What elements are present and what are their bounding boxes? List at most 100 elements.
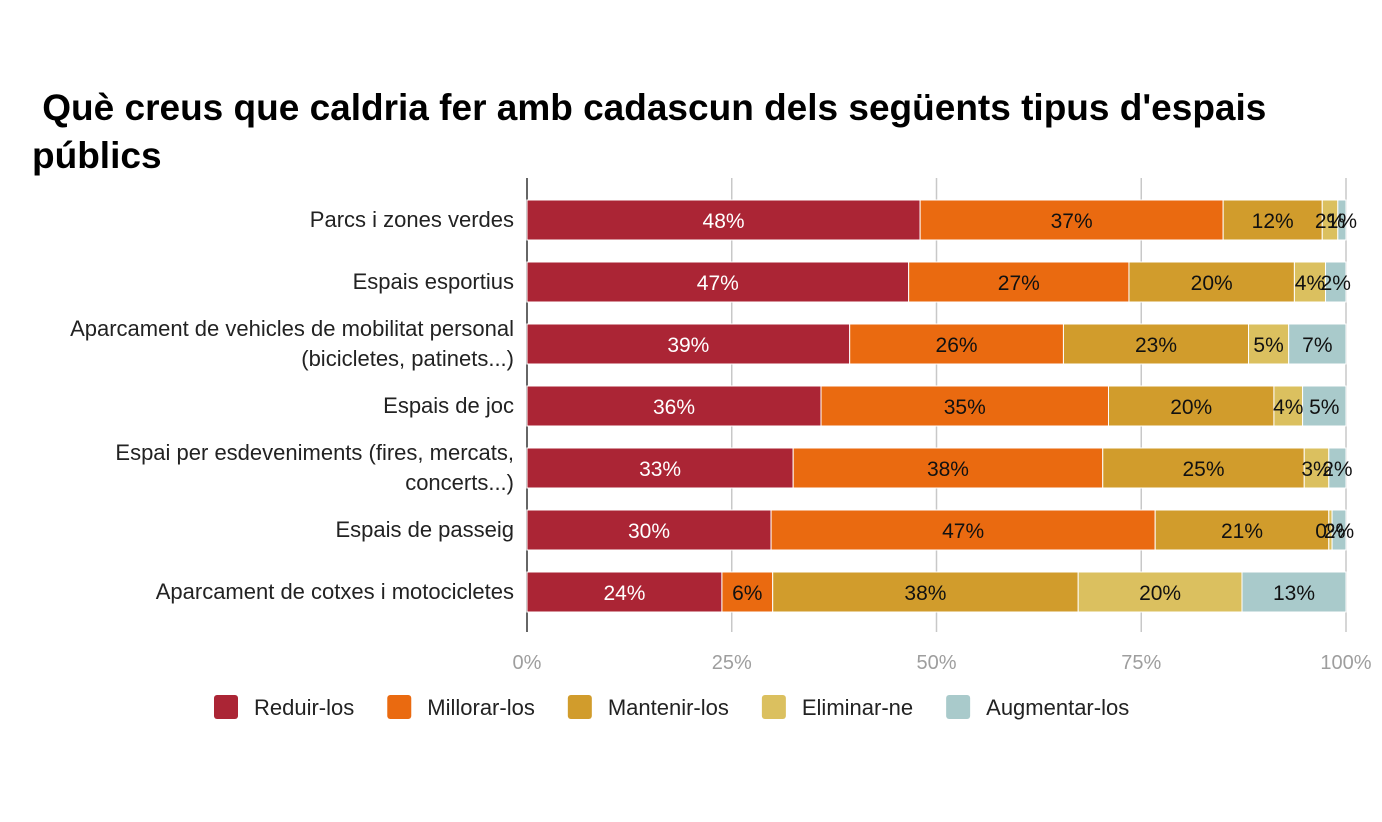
bar-segment: [1128, 261, 1295, 303]
bar-segment: [1241, 571, 1347, 613]
x-tick-label: 0%: [513, 652, 542, 674]
legend-label: Millorar-los: [427, 695, 535, 720]
data-label: 36%: [653, 396, 695, 419]
x-tick-label: 100%: [1320, 652, 1371, 674]
category-labels: Parcs i zones verdes Espais esportius Apar…: [70, 207, 514, 604]
legend-item: Millorar-los: [387, 695, 535, 720]
bar-segment: [526, 447, 794, 489]
data-label: 47%: [942, 520, 984, 543]
data-label: 21%: [1221, 520, 1263, 543]
legend-label: Augmentar-los: [986, 695, 1129, 720]
bar-segment: [1331, 509, 1347, 551]
bar-segment: [1222, 199, 1323, 241]
bar-segment: [721, 571, 774, 613]
legend-label: Mantenir-los: [608, 695, 729, 720]
bar-segment: [1337, 199, 1347, 241]
data-label: 24%: [603, 582, 645, 605]
data-label: 35%: [944, 396, 986, 419]
data-label: 1%: [1327, 210, 1357, 233]
data-label: 48%: [703, 210, 745, 233]
data-label: 6%: [732, 582, 762, 605]
x-axis-ticks: 0% 25% 50% 75% 100%: [513, 652, 1372, 674]
x-tick-label: 50%: [916, 652, 956, 674]
x-tick-label: 25%: [712, 652, 752, 674]
legend-label: Reduir-los: [254, 695, 354, 720]
bar-segment: [1325, 261, 1347, 303]
category-label: Aparcament de cotxes i motocicletes: [156, 579, 514, 604]
data-label: 2%: [1315, 210, 1345, 233]
legend-swatch: [214, 695, 238, 719]
bar-segment: [1062, 323, 1250, 365]
data-label: 4%: [1273, 396, 1303, 419]
data-label: 0%: [1315, 520, 1345, 543]
bar-segment: [1328, 447, 1347, 489]
bar-segment: [849, 323, 1064, 365]
data-label: 38%: [904, 582, 946, 605]
bar-segment: [1102, 447, 1305, 489]
bar-segment: [1302, 385, 1347, 427]
legend-item: Mantenir-los: [567, 695, 729, 720]
bar-segment: [1288, 323, 1347, 365]
data-label: 12%: [1252, 210, 1294, 233]
legend-label: Eliminar-ne: [802, 695, 913, 720]
data-label: 47%: [697, 272, 739, 295]
data-label: 30%: [628, 520, 670, 543]
legend-item: Eliminar-ne: [761, 695, 913, 720]
legend-swatch: [761, 695, 786, 719]
bar-segment: [1303, 447, 1330, 489]
data-label: 26%: [936, 334, 978, 357]
category-label: Espais esportius: [353, 269, 514, 294]
data-label: 13%: [1273, 582, 1315, 605]
bar-segment: [1293, 261, 1327, 303]
category-label: Espai per esdeveniments (fires, mercats,…: [115, 440, 514, 495]
data-label: 5%: [1309, 396, 1339, 419]
data-label: 37%: [1051, 210, 1093, 233]
legend: Reduir-los Millorar-los Mantenir-los Elimin…: [214, 695, 1129, 720]
data-label: 27%: [998, 272, 1040, 295]
bar-segment: [526, 571, 723, 613]
data-label: 4%: [1295, 272, 1325, 295]
legend-item: Reduir-los: [214, 695, 354, 720]
data-label: 39%: [667, 334, 709, 357]
bar-segment: [820, 385, 1109, 427]
bar-segment: [1077, 571, 1243, 613]
bar-segment: [1273, 385, 1304, 427]
data-label: 20%: [1170, 396, 1212, 419]
bar-segment: [526, 261, 910, 303]
data-label: 20%: [1139, 582, 1181, 605]
x-tick-label: 75%: [1121, 652, 1161, 674]
bar-segment: [526, 385, 822, 427]
data-label: 7%: [1302, 334, 1332, 357]
legend-swatch: [946, 695, 971, 719]
data-label: 5%: [1253, 334, 1283, 357]
bar-segment: [526, 323, 851, 365]
legend-item: Augmentar-los: [946, 695, 1129, 720]
data-label: 23%: [1135, 334, 1177, 357]
bar-segment: [792, 447, 1104, 489]
data-label: 2%: [1321, 272, 1351, 295]
bar-segment: [1154, 509, 1330, 551]
bar-segment: [526, 199, 921, 241]
bars: [526, 199, 1347, 613]
category-label: Espais de joc: [383, 393, 514, 418]
bar-segment: [772, 571, 1079, 613]
bar-segment: [908, 261, 1130, 303]
data-label: 2%: [1322, 458, 1352, 481]
category-label: Parcs i zones verdes: [310, 207, 514, 232]
data-label: 3%: [1301, 458, 1331, 481]
data-label: 20%: [1191, 272, 1233, 295]
category-label: Aparcament de vehicles de mobilitat pers…: [70, 316, 514, 371]
chart-title: Què creus que caldria fer amb cadascun d…: [32, 87, 1277, 176]
bar-segment: [919, 199, 1224, 241]
category-label: Espais de passeig: [335, 517, 514, 542]
data-labels: 48% 37% 12% 2%1%47% 27% 20% 4%2%39% 26% 23% 5% 7%3…: [603, 210, 1357, 605]
data-label: 25%: [1182, 458, 1224, 481]
bar-segment: [1107, 385, 1275, 427]
data-label: 2%: [1324, 520, 1354, 543]
legend-swatch: [387, 695, 412, 719]
data-label: 33%: [639, 458, 681, 481]
legend-swatch: [567, 695, 592, 719]
data-label: 38%: [927, 458, 969, 481]
bar-segment: [770, 509, 1156, 551]
